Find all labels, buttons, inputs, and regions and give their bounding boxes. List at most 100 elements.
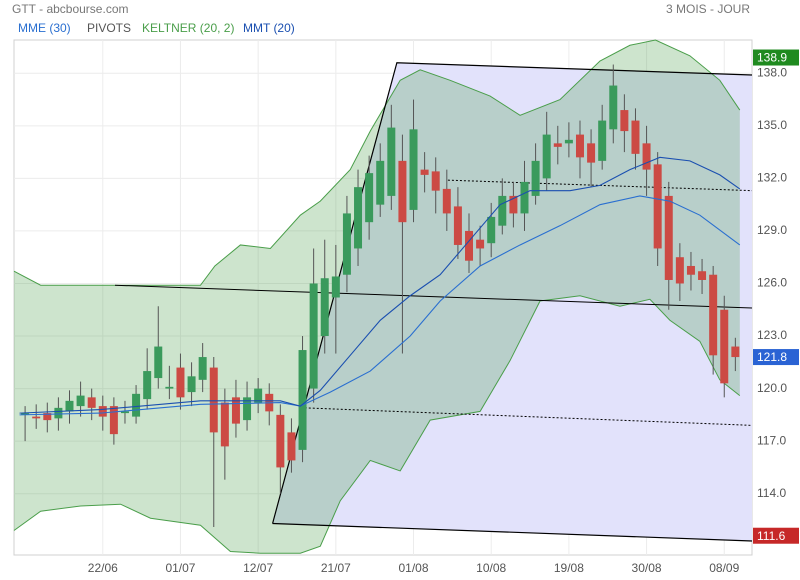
candle-body	[620, 110, 629, 132]
candle-body	[331, 276, 340, 298]
candle-body	[76, 395, 85, 407]
candle-body	[32, 416, 41, 419]
candle-body	[553, 143, 562, 147]
y-tick-label: 132.0	[757, 171, 787, 185]
y-tick-label: 129.0	[757, 223, 787, 237]
candle-body	[132, 393, 141, 417]
candle-body	[231, 397, 240, 424]
candle-body	[698, 271, 707, 280]
mme-line	[19, 195, 741, 416]
price-marker	[753, 349, 799, 366]
legend-entry: MME (30)	[18, 21, 71, 35]
candle-body	[587, 143, 596, 163]
candle-body	[664, 195, 673, 280]
x-tick-label: 10/08	[476, 561, 506, 575]
candle-body	[409, 129, 418, 210]
price-marker-label: 111.6	[757, 529, 786, 543]
candle-body	[531, 160, 540, 196]
candle-body	[276, 414, 285, 468]
x-tick-label: 22/06	[88, 561, 118, 575]
trend-line	[114, 284, 753, 309]
x-tick-label: 21/07	[321, 561, 351, 575]
candle-body	[487, 216, 496, 244]
x-tick-label: 01/07	[165, 561, 195, 575]
candle-body	[54, 407, 63, 419]
candle-body	[165, 386, 174, 389]
candle-body	[598, 120, 607, 161]
candle-body	[287, 432, 296, 461]
x-tick-label: 08/09	[709, 561, 739, 575]
candle-body	[365, 173, 374, 223]
x-tick-label: 30/08	[632, 561, 662, 575]
candle-body	[98, 406, 107, 417]
keltner-upper	[13, 39, 741, 286]
y-tick-label: 138.0	[757, 65, 787, 79]
candle-body	[298, 350, 307, 450]
candle-body	[154, 346, 163, 379]
candle-body	[376, 160, 385, 205]
price-marker-label: 138.9	[757, 51, 787, 65]
candle-body	[520, 181, 529, 214]
candle-body	[686, 265, 695, 275]
candle-body	[354, 187, 363, 249]
candle-body	[387, 127, 396, 196]
candle-body	[675, 257, 684, 284]
candle-body	[709, 274, 718, 356]
candle-body	[21, 413, 30, 415]
legend: MME (30) PIVOTS KELTNER (20, 2) MMT (20)	[15, 19, 305, 37]
candle-body	[542, 134, 551, 179]
candle-body	[631, 120, 640, 154]
y-tick-label: 117.0	[757, 433, 786, 447]
candle-body	[653, 164, 662, 249]
candle-body	[65, 400, 74, 412]
candle-body	[575, 134, 584, 158]
candle-body	[731, 346, 740, 358]
y-tick-label: 135.0	[757, 118, 787, 132]
candle-body	[320, 278, 329, 337]
keltner-fill	[14, 40, 740, 554]
legend-bg	[15, 19, 305, 37]
candle-body	[220, 402, 229, 447]
candle-body	[609, 85, 618, 130]
source: GTT - abcbourse.com	[12, 2, 128, 16]
candle-body	[87, 397, 96, 408]
x-tick-label: 19/08	[554, 561, 584, 575]
y-tick-label: 126.0	[757, 276, 787, 290]
legend-entry: PIVOTS	[87, 21, 131, 35]
candle-body	[120, 411, 129, 414]
channel-lower	[272, 522, 753, 542]
candle-body	[442, 188, 451, 214]
candle-body	[398, 160, 407, 223]
candle-body	[209, 367, 218, 433]
candle-body	[465, 230, 474, 261]
candle-body	[720, 309, 729, 384]
candle-body	[420, 169, 429, 175]
candle-body	[143, 371, 152, 400]
mmt-line	[19, 156, 741, 414]
candle-body	[176, 367, 185, 398]
candle-body	[187, 376, 196, 393]
dotted-line	[304, 407, 753, 426]
candle-body	[431, 171, 440, 191]
candle-body	[642, 143, 651, 170]
candle-body	[254, 388, 263, 403]
candle-body	[509, 195, 518, 214]
candle-body	[43, 413, 52, 421]
candle-body	[198, 357, 207, 380]
legend-entry: KELTNER (20, 2)	[142, 21, 234, 35]
x-tick-label: 12/07	[243, 561, 273, 575]
x-tick-label: 01/08	[399, 561, 429, 575]
candle-body	[453, 206, 462, 245]
y-tick-label: 120.0	[757, 381, 787, 395]
legend-entry: MMT (20)	[243, 21, 295, 35]
candle-body	[564, 139, 573, 144]
price-marker	[753, 527, 799, 544]
candle-body	[109, 406, 118, 435]
candle-body	[309, 283, 318, 389]
y-tick-label: 114.0	[757, 486, 786, 500]
candle-body	[498, 195, 507, 226]
candle-body	[476, 239, 485, 249]
period: 3 MOIS - JOUR	[666, 2, 750, 16]
y-tick-label: 123.0	[757, 328, 787, 342]
